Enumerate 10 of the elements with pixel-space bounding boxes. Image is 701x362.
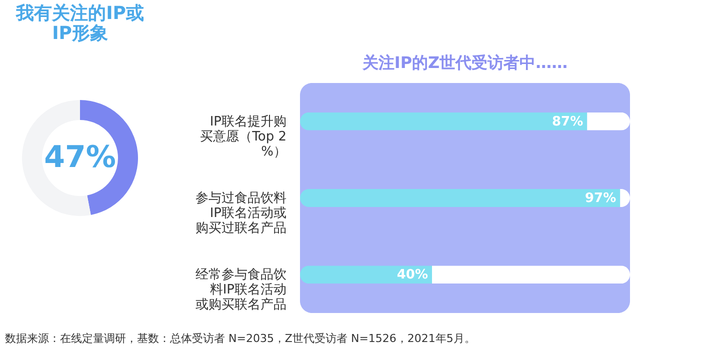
category-label: 参与过食品饮料IP联名活动或购买过联名产品	[196, 191, 286, 236]
source-note: 数据来源：在线定量调研，基数：总体受访者 N=2035，Z世代受访者 N=1526，2021年5月。	[5, 332, 476, 345]
category-label: 经常参与食品饮料IP联名活动或购买联名产品	[196, 268, 286, 313]
data-label: 87%	[552, 114, 584, 130]
chart-title: 关注IP的Z世代受访者中……	[361, 53, 568, 72]
category-label: IP联名提升购买意愿（Top 2 %）	[200, 114, 286, 160]
data-label: 97%	[584, 191, 616, 206]
data-label: 40%	[396, 268, 428, 283]
data-label: 47%	[44, 140, 116, 175]
chart-title: 我有关注的IP或 IP形象	[15, 3, 144, 44]
